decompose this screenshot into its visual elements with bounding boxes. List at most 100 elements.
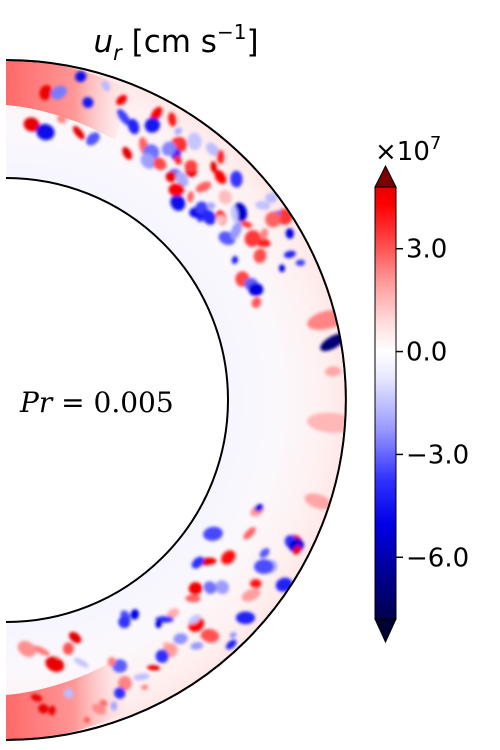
velocity-blob [114, 687, 126, 699]
velocity-blob [168, 183, 185, 197]
velocity-blob [218, 189, 232, 205]
velocity-blob [307, 412, 346, 433]
velocity-structures [17, 71, 346, 724]
velocity-blob [214, 170, 227, 184]
velocity-blob [215, 215, 226, 225]
colorbar-extend-bottom [374, 618, 397, 644]
velocity-blob [295, 259, 306, 266]
title-units-exponent: −1 [217, 20, 246, 44]
prandtl-annotation: Pr = 0.005 [19, 386, 174, 419]
velocity-blob [17, 640, 36, 657]
velocity-blob [200, 628, 220, 643]
velocity-blob [255, 201, 271, 210]
velocity-blob [206, 202, 216, 210]
title-units-suffix: ] [246, 24, 258, 60]
velocity-blob [68, 631, 82, 644]
velocity-blob [174, 127, 183, 135]
velocity-blob [210, 161, 217, 173]
annotation-label: Pr [19, 386, 54, 419]
velocity-blob [166, 608, 180, 619]
velocity-blob [99, 699, 108, 707]
title-symbol: u [93, 24, 113, 60]
velocity-blob [190, 642, 204, 650]
velocity-blob [82, 97, 94, 108]
velocity-blob [241, 221, 253, 228]
velocity-blob [107, 657, 116, 667]
colorbar-tick-label-0: 3.0 [406, 235, 447, 265]
velocity-blob [202, 209, 216, 225]
velocity-blob [86, 132, 100, 146]
velocity-blob [254, 559, 274, 574]
velocity-blob [133, 673, 150, 681]
colorbar-extend-top [374, 164, 397, 188]
velocity-blob [63, 688, 74, 699]
velocity-blob [187, 132, 202, 151]
velocity-blob [117, 108, 131, 126]
velocity-blob [112, 659, 128, 673]
velocity-blob [265, 211, 281, 228]
velocity-blob [91, 703, 107, 715]
colorbar-fill [375, 187, 396, 619]
velocity-blob [248, 282, 264, 297]
colorbar-multiplier: ×107 [375, 133, 441, 167]
velocity-blob [118, 615, 131, 629]
velocity-blob [260, 228, 269, 240]
velocity-blob [203, 581, 217, 595]
velocity-blob [195, 181, 212, 193]
velocity-blob [203, 526, 223, 541]
velocity-blob [320, 333, 346, 352]
velocity-blob [63, 642, 74, 655]
velocity-blob [283, 250, 296, 259]
colorbar-ticks: 3.0 0.0 −3.0 −6.0 [396, 235, 469, 573]
velocity-blob [187, 191, 194, 203]
colorbar-tick-label-3: −6.0 [406, 543, 469, 573]
velocity-blob [241, 588, 261, 602]
velocity-blob [265, 192, 278, 204]
velocity-blob [170, 194, 186, 211]
velocity-blob [117, 675, 132, 691]
colorbar: ×107 3.0 0.0 −3.0 −6.0 [374, 133, 469, 644]
velocity-blob [36, 123, 55, 141]
velocity-blob [45, 656, 65, 673]
outer-boundary-arc [5, 59, 347, 741]
velocity-blob [250, 579, 262, 589]
meridional-shell [5, 59, 347, 741]
velocity-blob [230, 205, 238, 223]
velocity-blob [130, 609, 140, 620]
velocity-blob [75, 71, 87, 82]
velocity-blob [173, 633, 188, 645]
velocity-blob [110, 701, 118, 711]
velocity-blob [122, 146, 133, 160]
velocity-blob [175, 171, 189, 187]
velocity-blob [83, 717, 91, 724]
north-pole-band [6, 60, 130, 140]
velocity-blob [229, 631, 237, 639]
velocity-blob [278, 264, 286, 273]
velocity-blob [304, 493, 332, 510]
velocity-blob [244, 230, 261, 247]
velocity-blob [221, 550, 236, 565]
velocity-blob [253, 248, 267, 264]
velocity-blob [216, 149, 225, 164]
velocity-blob [235, 611, 256, 625]
velocity-blob [251, 297, 262, 309]
velocity-blob [285, 228, 294, 239]
velocity-blob [168, 112, 177, 127]
velocity-blob [230, 221, 242, 240]
velocity-blob [188, 582, 203, 595]
velocity-blob [230, 170, 243, 188]
velocity-blob [30, 694, 43, 702]
polar-bands [6, 60, 130, 740]
velocity-blob [48, 705, 56, 716]
velocity-blob [127, 118, 140, 135]
velocity-blob [184, 160, 198, 173]
velocity-blob [146, 665, 161, 671]
velocity-blob [165, 171, 177, 183]
velocity-blob [225, 639, 237, 650]
velocity-blob [141, 684, 149, 690]
velocity-blob [140, 153, 157, 169]
velocity-blob [254, 504, 264, 512]
velocity-blob [116, 94, 128, 106]
velocity-blob [188, 614, 201, 625]
